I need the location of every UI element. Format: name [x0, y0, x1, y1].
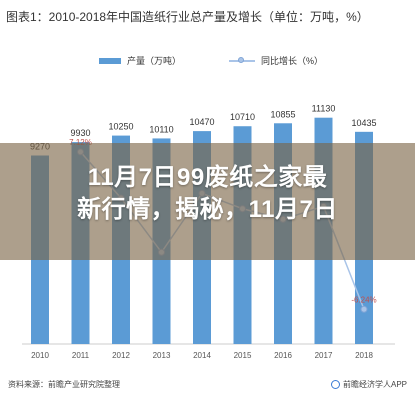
x-tick-2012: 2012 [112, 351, 130, 360]
bar-value-label-2014: 10470 [189, 117, 214, 127]
legend-bar-label: 产量（万吨） [127, 56, 182, 66]
growth-label-2011: 7.12% [69, 138, 92, 147]
x-tick-2018: 2018 [355, 351, 373, 360]
banner-overlay [0, 143, 415, 260]
brand-mark: 前瞻经济学人APP [330, 379, 407, 390]
legend-bar-swatch [99, 57, 121, 64]
chart-title: 图表1：2010-2018年中国造纸行业总产量及增长（单位：万吨，%） [6, 10, 369, 24]
banner-text: 11月7日99废纸之家最 新行情，揭秘，11月7日 [0, 162, 415, 226]
brand-name: 前瞻经济学人APP [342, 380, 407, 389]
legend-line-series: 同比增长（%） [229, 54, 323, 67]
x-tick-2010: 2010 [31, 351, 49, 360]
bar-value-label-2017: 11130 [312, 104, 336, 114]
bar-value-label-2011: 9930 [70, 128, 90, 138]
x-tick-2015: 2015 [234, 351, 252, 360]
x-tick-2017: 2017 [315, 351, 333, 360]
x-tick-2011: 2011 [72, 351, 90, 360]
bar-value-label-2016: 10855 [270, 109, 295, 119]
bar-value-label-2018: 10435 [351, 118, 376, 128]
x-tick-2014: 2014 [193, 351, 211, 360]
growth-label-2018: -6.24% [351, 295, 376, 304]
source-note: 资料来源：前瞻产业研究院整理 [8, 380, 120, 389]
bar-value-label-2013: 10110 [149, 124, 173, 134]
bar-value-label-2015: 10710 [230, 112, 255, 122]
x-tick-2016: 2016 [274, 351, 292, 360]
brand-logo-icon [330, 380, 340, 389]
growth-point-2018 [360, 305, 368, 313]
legend-line-swatch [229, 56, 255, 63]
x-tick-2013: 2013 [153, 351, 171, 360]
legend-line-label: 同比增长（%） [261, 56, 324, 66]
legend-bar-series: 产量（万吨） [99, 54, 181, 67]
banner-line-2: 新行情，揭秘，11月7日 [77, 196, 338, 223]
banner-line-1: 11月7日99废纸之家最 [87, 164, 328, 191]
bar-value-label-2012: 10250 [108, 122, 133, 132]
